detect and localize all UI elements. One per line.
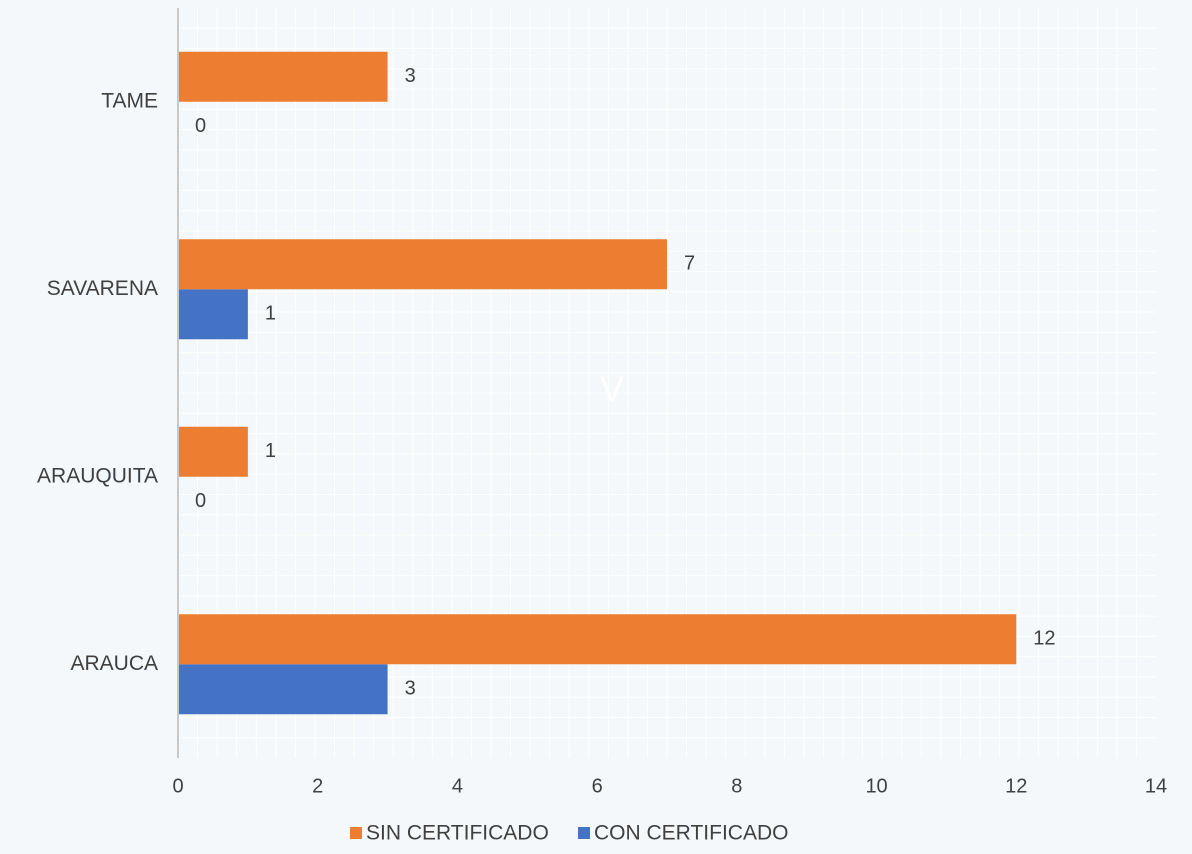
data-label: 3 [405, 65, 416, 87]
category-label: SAVARENA [47, 277, 158, 300]
data-label: 1 [265, 440, 276, 462]
value-axis: 0 2 4 6 8 10 12 14 [172, 775, 1167, 797]
legend-label: CON CERTIFICADO [594, 822, 788, 845]
data-label: 0 [195, 115, 206, 137]
data-label: 3 [405, 678, 416, 700]
legend-swatch [578, 827, 590, 839]
bar-sin-certificado-arauca [178, 614, 1017, 665]
data-label: 12 [1033, 628, 1055, 650]
legend: SIN CERTIFICADO CON CERTIFICADO [350, 822, 788, 845]
bars [178, 51, 1017, 715]
annotation: V [600, 369, 624, 410]
data-label: 1 [265, 303, 276, 325]
x-tick-label: 14 [1145, 775, 1167, 797]
bar-con-certificado-arauca [178, 664, 388, 715]
category-label: ARAUQUITA [37, 464, 158, 487]
bar-sin-certificado-arauquita [178, 426, 248, 477]
bar-sin-certificado-tame [178, 51, 388, 102]
category-label: ARAUCA [70, 652, 158, 675]
data-label: 0 [195, 490, 206, 512]
x-tick-label: 6 [592, 775, 603, 797]
x-tick-label: 10 [865, 775, 887, 797]
x-tick-label: 12 [1005, 775, 1027, 797]
x-tick-label: 4 [452, 775, 463, 797]
x-tick-label: 0 [172, 775, 183, 797]
bar-sin-certificado-savarena [178, 239, 667, 290]
data-labels: 3 12 0 1 1 7 0 3 [195, 65, 1056, 700]
bar-con-certificado-savarena [178, 289, 248, 340]
data-label: 7 [684, 253, 695, 275]
x-tick-label: 2 [312, 775, 323, 797]
category-label: TAME [101, 89, 158, 112]
x-tick-label: 8 [731, 775, 742, 797]
legend-label: SIN CERTIFICADO [366, 822, 549, 845]
category-axis: ARAUCA ARAUQUITA SAVARENA TAME [37, 89, 158, 675]
legend-swatch [350, 827, 362, 839]
